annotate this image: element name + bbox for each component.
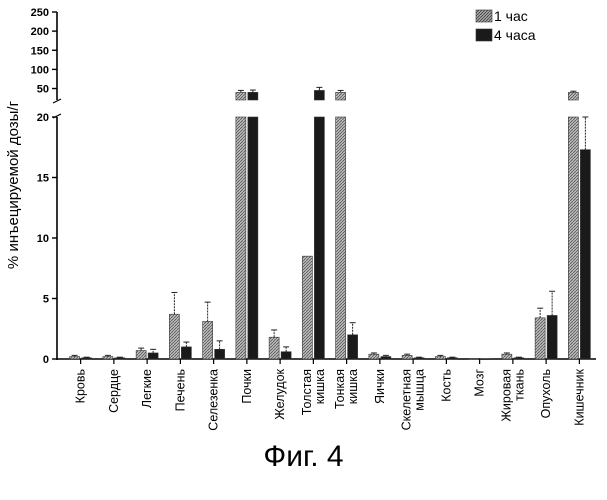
category-label: Яички [373,369,387,404]
bar [148,353,158,359]
category-label: Почки [240,369,254,404]
bar [435,357,445,359]
category-label: Легкие [140,369,154,408]
category-label: Сердце [107,369,121,413]
category-label: Кишечник [572,368,586,425]
bar [103,357,113,359]
bar [547,315,557,359]
y-tick-label: 20 [37,112,49,124]
bar [481,359,491,360]
bar-upper-segment [248,92,258,100]
legend-swatch [476,29,492,41]
category-label: Опухоль [539,369,553,418]
y-tick-label: 10 [37,233,49,245]
category-label: Мозг [473,369,487,397]
y-tick-label: 50 [37,84,49,96]
category-label: Жировая [499,369,513,422]
category-label: Печень [173,369,187,411]
legend-label: 4 часа [494,27,536,43]
y-axis-label: % инъецируемой дозы/г [5,100,22,269]
bar [136,351,146,359]
category-labels: Кровь Сердце Легкие Печень Селезенка Почки Жел… [74,359,587,431]
bar [469,358,479,359]
bar-upper-segment [568,92,578,100]
legend: 1 час 4 часа [476,8,536,43]
category-label: Тонкая [333,369,347,409]
y-tick-label: 100 [31,64,49,76]
bar [181,347,191,359]
bar [203,321,213,359]
bar [281,352,291,359]
bar [568,117,578,359]
category-label: Толстая [300,369,314,415]
y-tick-label: 200 [31,26,49,38]
bar [70,357,80,359]
bar [348,335,358,359]
bar [236,117,246,359]
bar-upper-segment [236,92,246,100]
y-tick-label: 5 [43,294,49,306]
category-label: Желудок [273,368,287,419]
bar [302,256,312,359]
bar [336,117,346,359]
bar [414,358,424,359]
bar [514,358,524,359]
bar [580,150,590,359]
bar [447,358,457,359]
bar-chart: 0 5 10 15 20 50 100 150 200 250 Кровь Сердце Легкие… [0,0,607,440]
bar [381,357,391,359]
category-label: Скелетная [400,369,414,430]
bar [215,349,225,359]
y-tick-label: 150 [31,45,49,57]
bar [535,318,545,359]
bar [314,117,324,359]
bar [115,358,125,359]
category-label: ткань [512,369,526,401]
y-tick-label: 15 [37,173,49,185]
bar [82,358,92,359]
legend-label: 1 час [494,8,528,24]
category-label: Кровь [74,369,88,403]
legend-swatch [476,10,492,22]
axes: 0 5 10 15 20 50 100 150 200 250 [31,7,596,366]
category-label: Селезенка [207,369,221,431]
category-label: кишка [346,369,360,404]
bar [248,117,258,359]
y-tick-label: 250 [31,7,49,19]
category-label: Кость [439,369,453,402]
bars-layer [70,87,591,359]
bar [269,337,279,359]
bar [402,355,412,359]
bar [369,354,379,359]
bar-upper-segment [314,90,324,100]
category-label: кишка [313,369,327,404]
figure-caption: Фиг. 4 [0,440,607,474]
y-tick-label: 0 [43,354,49,366]
category-label: мышца [413,369,427,411]
bar [169,314,179,359]
bar [502,354,512,359]
bar-upper-segment [336,92,346,100]
